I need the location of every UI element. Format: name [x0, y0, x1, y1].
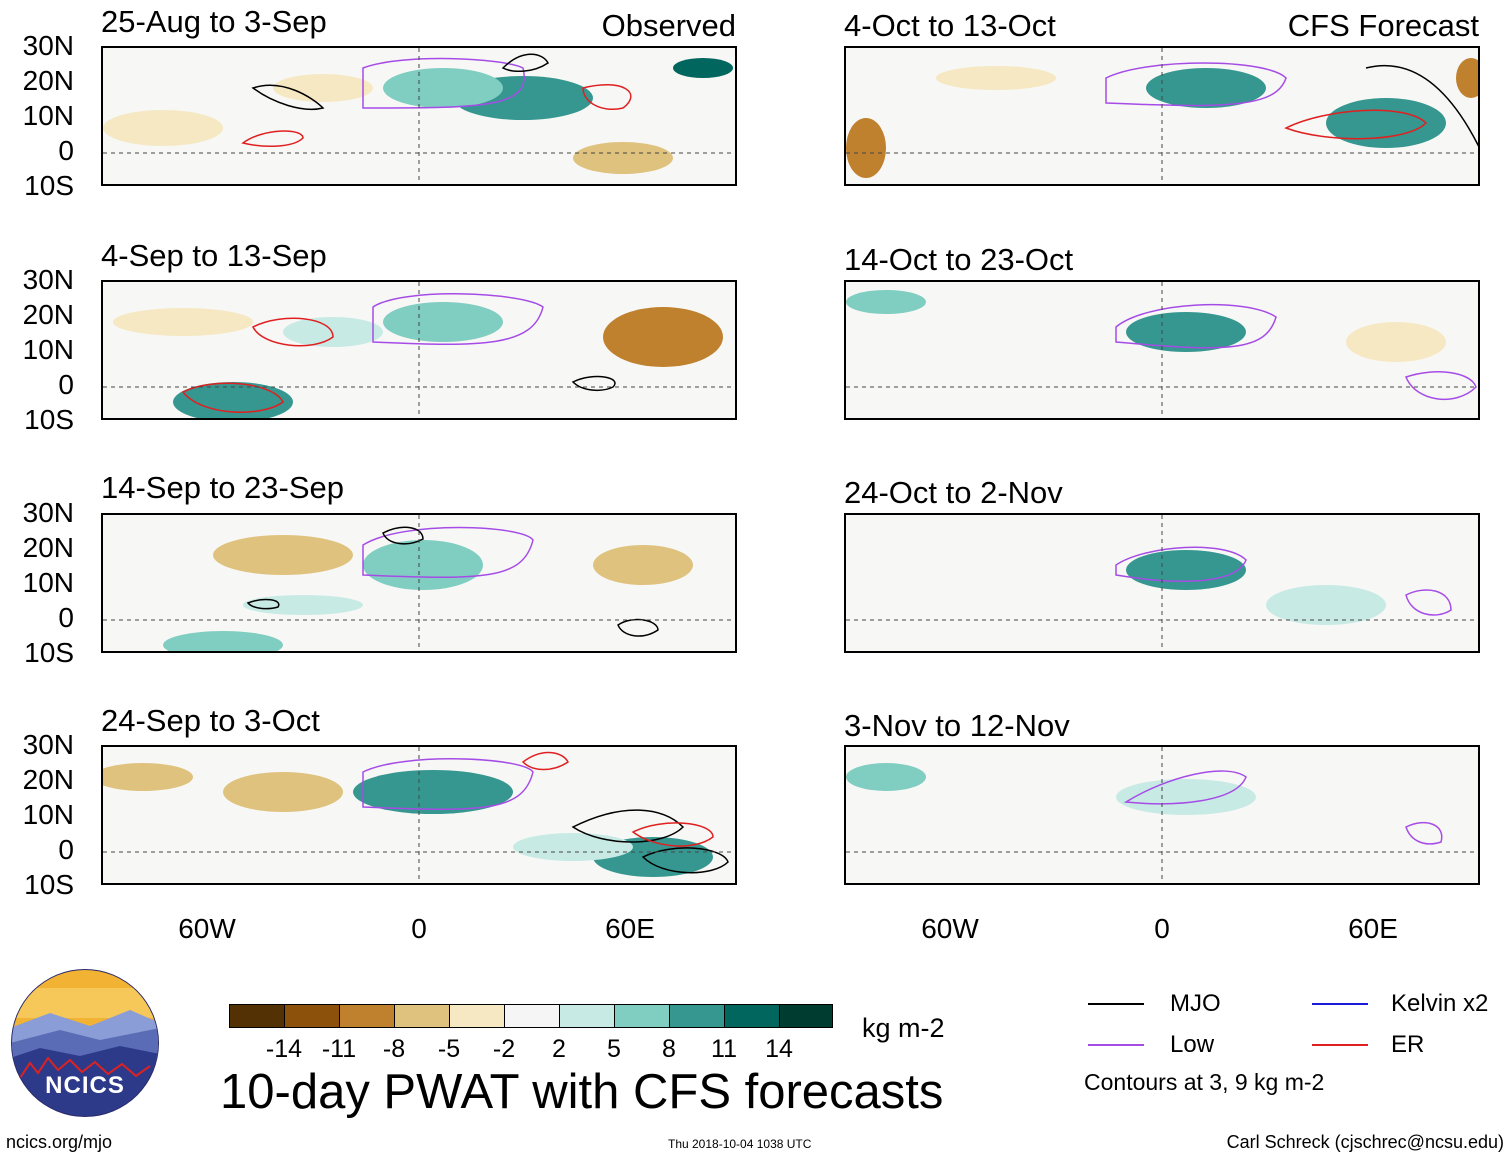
lon-label: 60E — [605, 913, 655, 944]
ncics-logo[interactable]: NCICS — [10, 968, 160, 1118]
colorbar-swatch — [339, 1004, 395, 1028]
legend-note: Contours at 3, 9 kg m-2 — [1084, 1069, 1325, 1095]
colorbar-swatch — [229, 1004, 285, 1028]
lat-label: 20N — [22, 764, 74, 795]
colorbar-label: 14 — [765, 1035, 793, 1063]
panel-title: 24-Sep to 3-Oct — [101, 703, 320, 738]
lat-label: 20N — [22, 532, 74, 563]
colorbar-label: -5 — [437, 1035, 461, 1063]
panel-title: 25-Aug to 3-Sep — [101, 4, 327, 39]
map-panel — [844, 513, 1480, 653]
footer-url[interactable]: ncics.org/mjo — [6, 1132, 113, 1152]
lat-label: 10N — [22, 100, 74, 131]
colorbar-swatch — [614, 1004, 670, 1028]
panel-title: 14-Oct to 23-Oct — [844, 242, 1074, 277]
lon-label: 0 — [411, 913, 427, 944]
lat-label: 10S — [24, 170, 74, 201]
colorbar-swatch — [284, 1004, 340, 1028]
legend-line-kelvin — [1312, 1003, 1368, 1005]
map-panel — [844, 46, 1480, 186]
colorbar-label: -2 — [492, 1035, 516, 1063]
colorbar-swatch — [394, 1004, 450, 1028]
legend-label-low: Low — [1170, 1031, 1215, 1058]
lat-label: 0 — [58, 602, 74, 633]
colorbar-label: 8 — [662, 1035, 676, 1063]
precip-field — [103, 515, 735, 651]
precip-field — [103, 282, 735, 418]
lon-label: 0 — [1154, 913, 1170, 944]
lat-label: 10S — [24, 404, 74, 435]
map-panel — [101, 513, 737, 653]
legend-label-mjo: MJO — [1170, 990, 1221, 1017]
lat-label: 30N — [22, 729, 74, 760]
panel-title: 4-Sep to 13-Sep — [101, 238, 327, 273]
colorbar-label: -11 — [321, 1035, 357, 1063]
panel-title: 3-Nov to 12-Nov — [844, 708, 1070, 743]
panel-title: 14-Sep to 23-Sep — [101, 470, 345, 505]
lat-label: 10N — [22, 799, 74, 830]
legend-line-mjo — [1088, 1003, 1144, 1005]
colorbar-label: 11 — [711, 1035, 737, 1063]
colorbar-swatch — [669, 1004, 725, 1028]
lat-label: 0 — [58, 369, 74, 400]
lat-label: 30N — [22, 497, 74, 528]
lat-label: 30N — [22, 264, 74, 295]
footer-credit: Carl Schreck (cjschrec@ncsu.edu) — [1226, 1132, 1504, 1152]
panel-title: 4-Oct to 13-Oct — [844, 8, 1056, 43]
lon-label: 60W — [178, 913, 236, 944]
legend-label-kelvin: Kelvin x2 — [1391, 990, 1489, 1017]
colorbar-swatch — [504, 1004, 560, 1028]
legend-label-er: ER — [1391, 1031, 1425, 1058]
lat-label: 10S — [24, 869, 74, 900]
colorbar-swatch — [779, 1004, 833, 1028]
precip-field — [846, 747, 1478, 883]
colorbar-swatch — [724, 1004, 780, 1028]
colorbar-label: -14 — [265, 1035, 303, 1063]
lon-label: 60E — [1348, 913, 1398, 944]
map-panel — [101, 46, 737, 186]
legend-line-er — [1312, 1044, 1368, 1046]
legend-line-low — [1088, 1044, 1144, 1046]
cfs-forecast-label: CFS Forecast — [1287, 8, 1479, 43]
precip-field — [103, 48, 735, 184]
precip-field — [846, 48, 1478, 184]
lat-label: 10N — [22, 334, 74, 365]
lat-label: 20N — [22, 299, 74, 330]
map-panel — [844, 280, 1480, 420]
logo-text: NCICS — [45, 1072, 125, 1099]
main-title: 10-day PWAT with CFS forecasts — [220, 1065, 944, 1119]
colorbar-label: -8 — [382, 1035, 406, 1063]
lat-label: 0 — [58, 135, 74, 166]
colorbar-units: kg m-2 — [862, 1013, 945, 1043]
lat-label: 10N — [22, 567, 74, 598]
precip-field — [846, 515, 1478, 651]
observed-label: Observed — [601, 8, 736, 43]
lat-label: 30N — [22, 30, 74, 61]
lon-label: 60W — [921, 913, 979, 944]
precip-field — [103, 747, 735, 883]
footer-timestamp: Thu 2018-10-04 1038 UTC — [668, 1137, 812, 1151]
map-panel — [844, 745, 1480, 885]
colorbar-label: 2 — [552, 1035, 566, 1063]
colorbar-swatch — [559, 1004, 615, 1028]
colorbar-swatch — [449, 1004, 505, 1028]
lat-label: 0 — [58, 834, 74, 865]
lat-label: 20N — [22, 65, 74, 96]
panel-title: 24-Oct to 2-Nov — [844, 475, 1063, 510]
map-panel — [101, 280, 737, 420]
lat-label: 10S — [24, 637, 74, 668]
map-panel — [101, 745, 737, 885]
colorbar-label: 5 — [607, 1035, 621, 1063]
precip-field — [846, 282, 1478, 418]
